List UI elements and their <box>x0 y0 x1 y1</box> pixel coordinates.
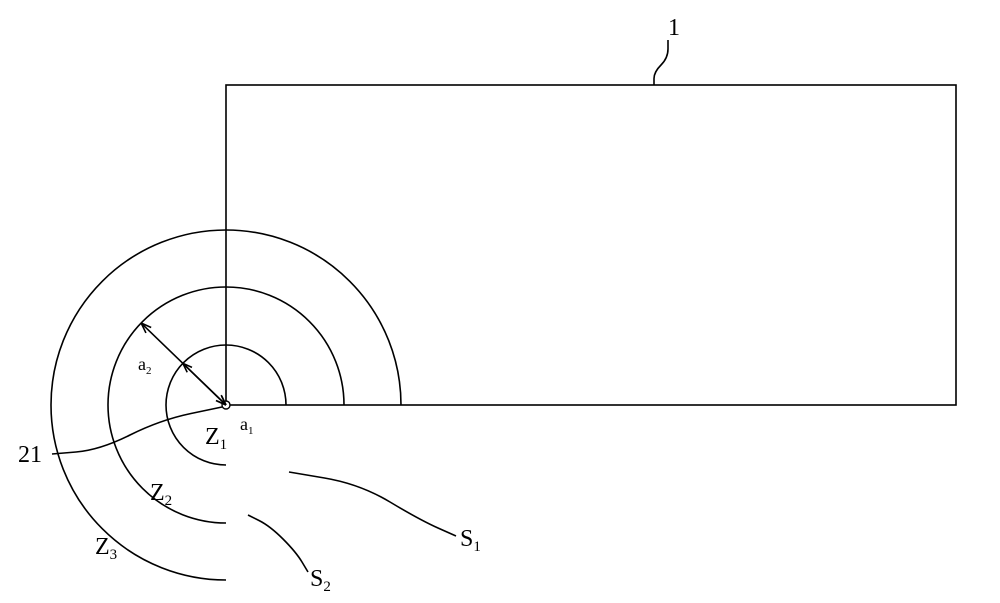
canvas-bg <box>0 0 1000 603</box>
label-ref1: 1 <box>668 15 680 41</box>
label-ref21: 21 <box>18 442 42 468</box>
